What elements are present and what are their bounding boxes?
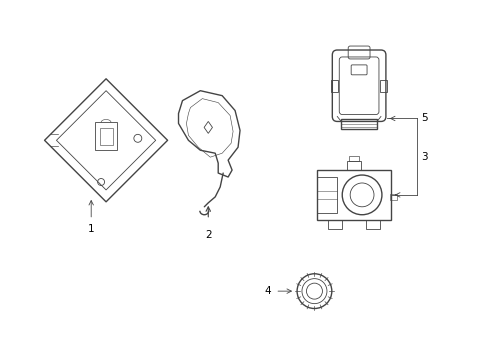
Bar	[366, 220, 379, 229]
Bar	[327, 220, 342, 229]
Text: 3: 3	[421, 152, 427, 162]
Bar	[317, 177, 337, 213]
Bar	[346, 161, 360, 170]
Bar	[317, 170, 390, 220]
Text: 2: 2	[204, 230, 211, 240]
Bar	[341, 120, 376, 129]
Text: 1: 1	[88, 224, 94, 234]
Bar	[379, 80, 386, 92]
Text: 5: 5	[421, 113, 427, 123]
Bar	[389, 194, 396, 200]
Text: 4: 4	[264, 286, 271, 296]
Bar	[95, 122, 117, 150]
Bar	[348, 156, 358, 161]
Bar	[331, 80, 338, 92]
Bar	[100, 128, 112, 145]
